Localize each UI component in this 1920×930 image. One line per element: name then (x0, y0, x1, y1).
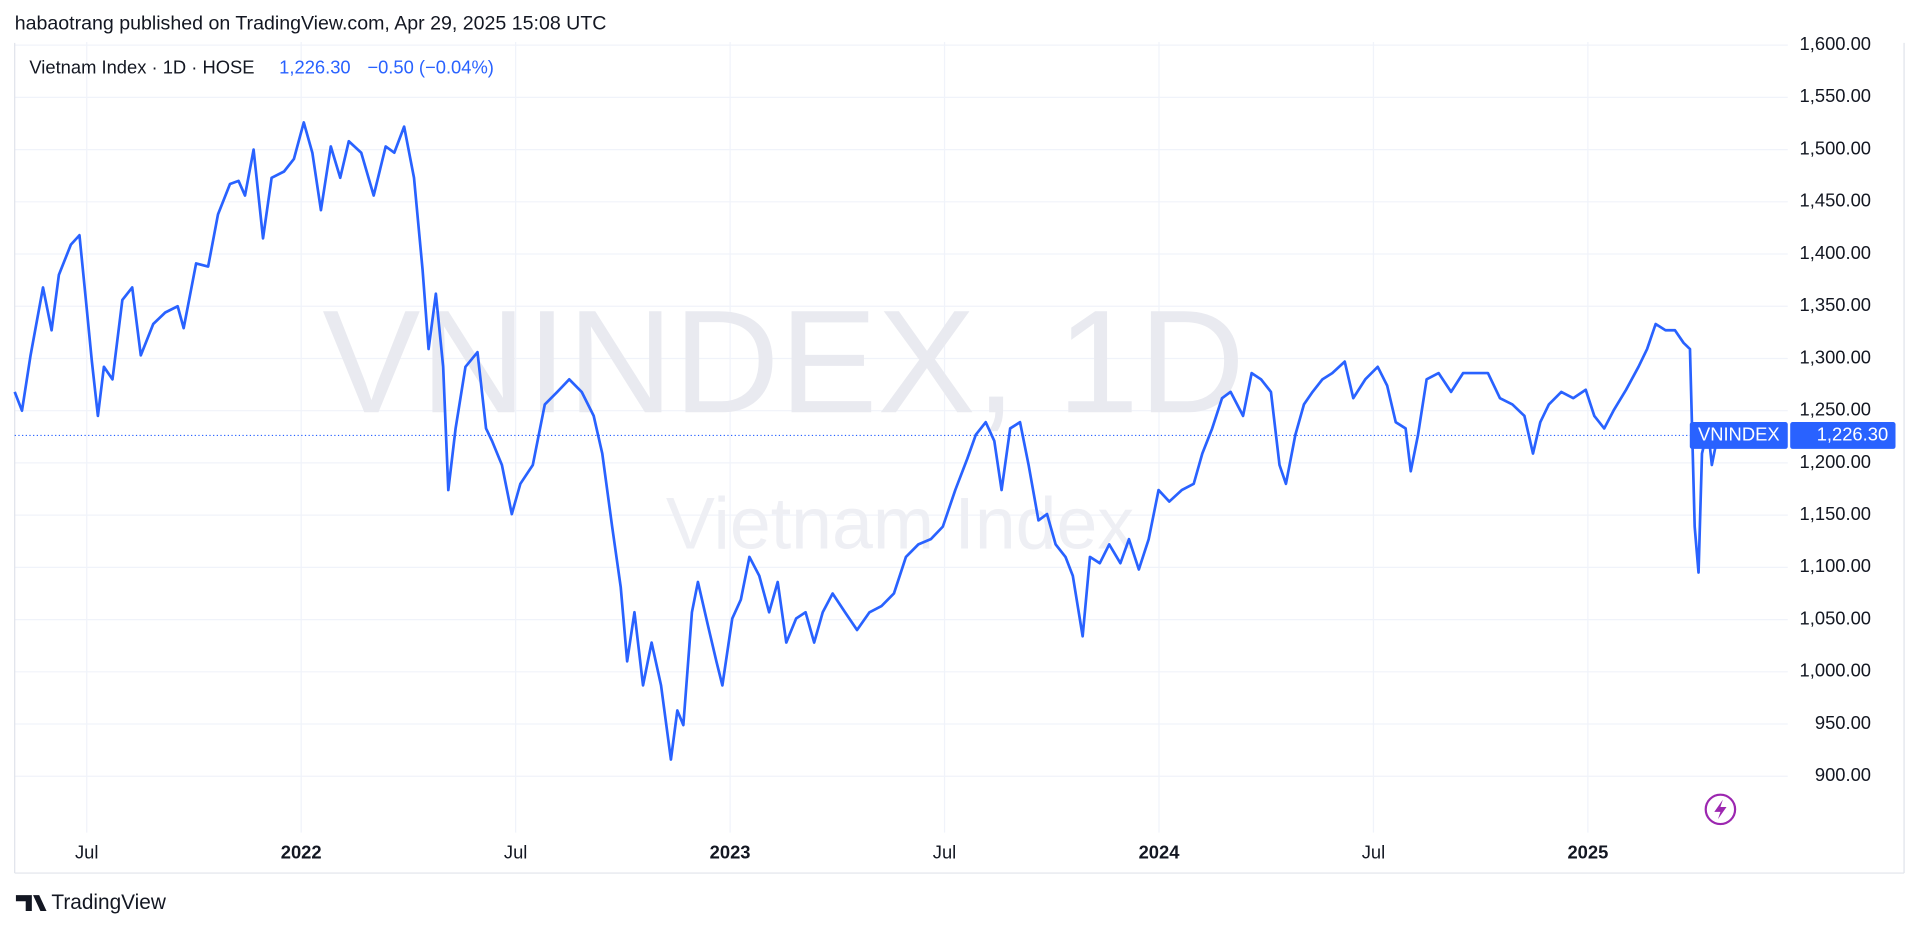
y-tick-label: 1,450.00 (1800, 190, 1871, 211)
symbol-badge-text: VNINDEX (1698, 423, 1780, 444)
y-tick-label: 1,250.00 (1800, 399, 1871, 420)
y-tick-label: 1,350.00 (1800, 294, 1871, 315)
y-tick-label: 1,050.00 (1800, 607, 1871, 628)
flash-icon[interactable] (1704, 793, 1737, 826)
y-tick-label: 950.00 (1815, 712, 1871, 733)
watermark-title: VNINDEX, 1D (322, 280, 1245, 444)
y-tick-label: 1,500.00 (1800, 137, 1871, 158)
plot-area (14, 41, 1788, 833)
footer: TradingView (51, 891, 166, 914)
y-tick-label: 1,550.00 (1800, 85, 1871, 106)
y-tick-label: 1,400.00 (1800, 242, 1871, 263)
watermark-subtitle: Vietnam Index (666, 481, 1134, 564)
legend-last: 1,226.30 (279, 56, 350, 77)
price-badge (1790, 421, 1896, 449)
price-line (13, 121, 1720, 761)
x-tick-label: Jul (504, 841, 527, 862)
x-tick-label: Jul (933, 841, 956, 862)
symbol-badge (1689, 421, 1788, 449)
legend-change: −0.50 (−0.04%) (367, 56, 494, 77)
y-tick-label: 1,200.00 (1800, 451, 1871, 472)
y-tick-label: 1,150.00 (1800, 503, 1871, 524)
brand-logo (15, 895, 47, 912)
flash-bolt[interactable] (1714, 799, 1727, 820)
x-tick-label: 2023 (710, 841, 751, 862)
y-tick-label: 1,000.00 (1800, 660, 1871, 681)
price-badge-text: 1,226.30 (1817, 423, 1888, 444)
x-tick-label: 2022 (281, 841, 322, 862)
x-tick-label: Jul (75, 841, 98, 862)
y-tick-label: 1,100.00 (1800, 555, 1871, 576)
x-tick-label: Jul (1362, 841, 1385, 862)
x-tick-label: 2025 (1567, 841, 1608, 862)
legend-name: Vietnam Index · 1D · HOSE (29, 56, 254, 77)
y-tick-label: 1,600.00 (1800, 33, 1871, 54)
x-tick-label: 2024 (1139, 841, 1181, 862)
y-tick-label: 1,300.00 (1800, 346, 1871, 367)
header: habaotrang published on TradingView.com,… (15, 13, 607, 35)
brand: TradingView (15, 891, 167, 914)
y-tick-label: 900.00 (1815, 764, 1871, 785)
flash-circle[interactable] (1704, 793, 1737, 826)
